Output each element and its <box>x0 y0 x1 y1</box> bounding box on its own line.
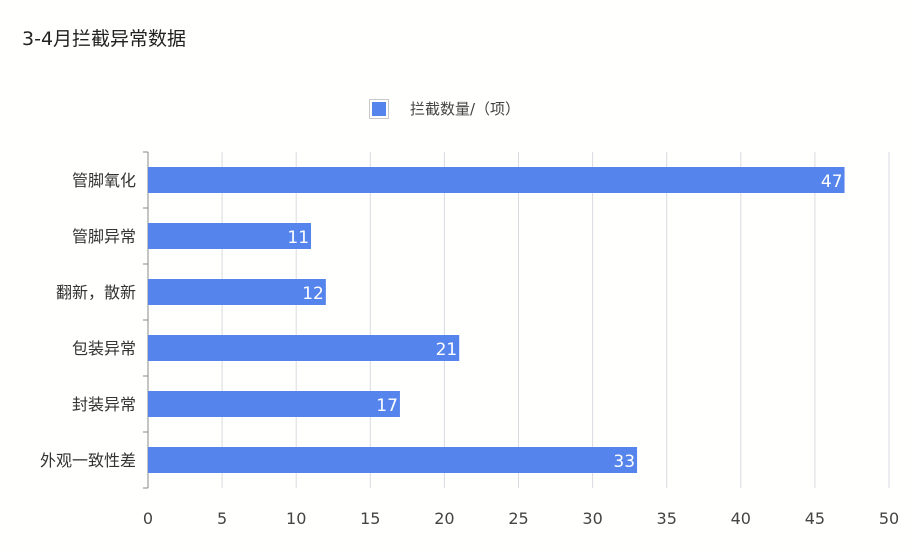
bar[interactable] <box>148 391 400 417</box>
bar-data-label: 11 <box>287 228 309 248</box>
bar[interactable] <box>148 447 638 473</box>
x-tick-label: 35 <box>657 509 677 528</box>
x-tick-label: 50 <box>879 509 899 528</box>
chart-title: 3-4月拦截异常数据 <box>22 28 187 50</box>
bar[interactable] <box>148 335 460 361</box>
y-category-label: 管脚异常 <box>72 227 136 246</box>
legend-swatch <box>369 98 389 119</box>
bar[interactable] <box>148 279 326 305</box>
y-category-label: 封装异常 <box>72 395 136 414</box>
x-tick-label: 25 <box>508 509 528 528</box>
y-category-label: 翻新，散新 <box>56 283 136 302</box>
bar[interactable] <box>148 167 845 193</box>
bar-data-label: 12 <box>302 284 324 304</box>
y-category-label: 包装异常 <box>72 339 136 358</box>
x-tick-label: 0 <box>143 509 153 528</box>
bar-data-label: 17 <box>376 396 398 416</box>
x-tick-label: 5 <box>217 509 227 528</box>
x-tick-label: 15 <box>360 509 380 528</box>
legend-label: 拦截数量/（项） <box>410 100 521 118</box>
bar-data-label: 33 <box>613 452 635 472</box>
x-tick-label: 40 <box>731 509 751 528</box>
x-tick-label: 10 <box>286 509 306 528</box>
x-tick-label: 45 <box>805 509 825 528</box>
bar[interactable] <box>148 223 312 249</box>
y-category-label: 外观一致性差 <box>40 451 136 470</box>
bar-data-label: 21 <box>436 340 458 360</box>
x-tick-label: 30 <box>582 509 602 528</box>
y-category-label: 管脚氧化 <box>72 171 136 190</box>
bar-data-label: 47 <box>821 172 843 192</box>
x-tick-label: 20 <box>434 509 454 528</box>
chart-legend[interactable]: 拦截数量/（项） <box>369 98 521 119</box>
